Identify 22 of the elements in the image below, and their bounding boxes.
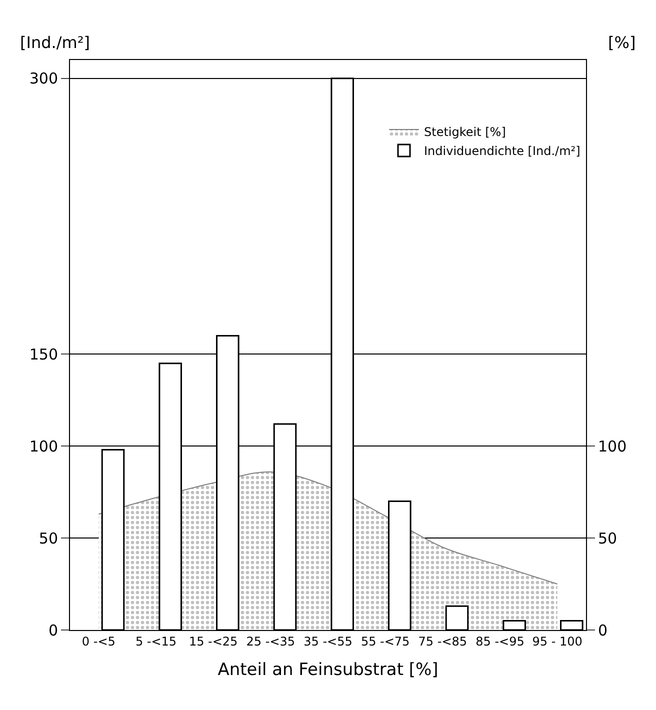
y-axis-title: [Ind./m²] [20,33,90,52]
y-tick-label: 100 [29,437,58,456]
x-tick-label: 25 -<35 [246,634,296,648]
x-tick-label: 85 -<95 [476,634,524,648]
x-axis-title: Anteil an Feinsubstrat [%] [218,660,438,680]
x-tick-label: 95 - 100 [532,634,582,648]
y-tick-label: 50 [38,529,58,548]
legend-label: Stetigkeit [%] [424,125,506,140]
y2-tick-label: 100 [598,437,627,456]
y2-axis-title: [%] [608,33,636,52]
x-tick-label: 75 -<85 [418,634,468,648]
x-tick-label: 15 -<25 [188,634,238,648]
x-tick-label: 0 -<5 [82,634,116,648]
y-tick-label: 0 [48,621,58,640]
x-tick-label: 5 -<15 [135,634,177,648]
x-tick-label: 55 -<75 [360,634,410,648]
y2-tick-label: 50 [598,529,618,548]
y-tick-label: 150 [29,345,58,364]
y-tick-label: 300 [29,70,58,88]
y2-tick-label: 0 [598,621,608,640]
x-tick-label: 35 -<55 [304,634,352,648]
legend-label: Individuendichte [Ind./m²] [424,144,580,158]
